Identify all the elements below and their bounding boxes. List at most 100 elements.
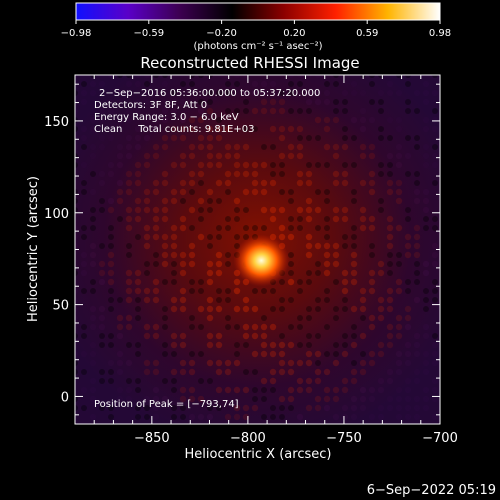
residual-speckle [179,332,187,340]
residual-dark-spot [75,207,78,213]
residual-speckle [386,80,394,88]
residual-dark-spot [351,360,357,366]
residual-dark-spot [378,171,384,177]
residual-speckle [314,98,322,106]
residual-dark-spot [369,243,375,249]
residual-speckle [395,413,403,421]
residual-speckle [260,80,268,88]
residual-dark-spot [75,360,78,366]
residual-dark-spot [198,99,204,105]
residual-speckle [395,278,403,286]
y-tick-label: 100 [44,207,69,222]
residual-speckle [152,116,160,124]
residual-speckle [296,359,304,367]
residual-speckle [152,395,160,403]
residual-speckle [404,341,412,349]
residual-speckle [359,215,367,223]
residual-dark-spot [351,243,357,249]
residual-dark-spot [243,342,249,348]
residual-dark-spot [126,342,132,348]
residual-dark-spot [270,171,276,177]
residual-dark-spot [171,90,177,96]
residual-speckle [188,242,196,250]
residual-speckle [359,224,367,232]
residual-speckle [134,206,142,214]
residual-speckle [125,170,133,178]
residual-speckle [359,287,367,295]
residual-dark-spot [414,180,420,186]
residual-speckle [215,251,223,259]
residual-speckle [260,179,268,187]
residual-dark-spot [108,306,114,312]
residual-dark-spot [234,234,240,240]
residual-speckle [350,395,358,403]
residual-speckle [242,332,250,340]
residual-speckle [197,197,205,205]
residual-dark-spot [153,261,159,267]
residual-dark-spot [198,75,204,78]
residual-speckle [143,368,151,376]
residual-dark-spot [414,135,420,141]
residual-speckle [161,197,169,205]
residual-speckle [350,341,358,349]
residual-speckle [368,323,376,331]
residual-dark-spot [342,243,348,249]
residual-speckle [233,359,241,367]
residual-dark-spot [81,405,87,411]
residual-speckle [116,323,124,331]
residual-dark-spot [396,75,402,78]
residual-speckle [368,269,376,277]
residual-speckle [197,395,205,403]
residual-speckle [161,260,169,268]
colorbar-unit-label: (photons cm⁻² s⁻¹ asec⁻²) [193,41,322,52]
residual-dark-spot [279,306,285,312]
residual-speckle [197,107,205,115]
residual-dark-spot [75,369,78,375]
residual-dark-spot [405,108,411,114]
residual-speckle [323,98,331,106]
residual-dark-spot [342,162,348,168]
residual-speckle [278,134,286,142]
residual-speckle [422,152,430,160]
residual-speckle [107,359,115,367]
residual-speckle [125,224,133,232]
residual-dark-spot [342,135,348,141]
residual-speckle [143,197,151,205]
residual-speckle [305,359,313,367]
residual-speckle [404,251,412,259]
residual-dark-spot [432,180,438,186]
residual-speckle [179,161,187,169]
residual-speckle [179,188,187,196]
residual-speckle [152,152,160,160]
residual-speckle [422,350,430,358]
residual-speckle [206,341,214,349]
residual-speckle [305,98,313,106]
residual-speckle [152,89,160,97]
residual-speckle [350,377,358,385]
residual-speckle [89,413,97,421]
residual-speckle [242,323,250,331]
residual-speckle [134,197,142,205]
residual-dark-spot [207,90,213,96]
residual-speckle [413,395,421,403]
residual-speckle [224,152,232,160]
residual-speckle [260,377,268,385]
residual-speckle [251,161,259,169]
residual-speckle [287,233,295,241]
residual-dark-spot [306,135,312,141]
residual-dark-spot [288,216,294,222]
residual-dark-spot [279,162,285,168]
residual-speckle [134,215,142,223]
residual-speckle [377,404,385,412]
residual-speckle [206,269,214,277]
residual-dark-spot [279,297,285,303]
colorbar [75,2,441,21]
peak-source [233,234,290,287]
residual-dark-spot [333,306,339,312]
residual-dark-spot [189,315,195,321]
residual-speckle [422,395,430,403]
residual-speckle [125,323,133,331]
residual-speckle [179,134,187,142]
residual-dark-spot [99,243,105,249]
residual-speckle [134,134,142,142]
